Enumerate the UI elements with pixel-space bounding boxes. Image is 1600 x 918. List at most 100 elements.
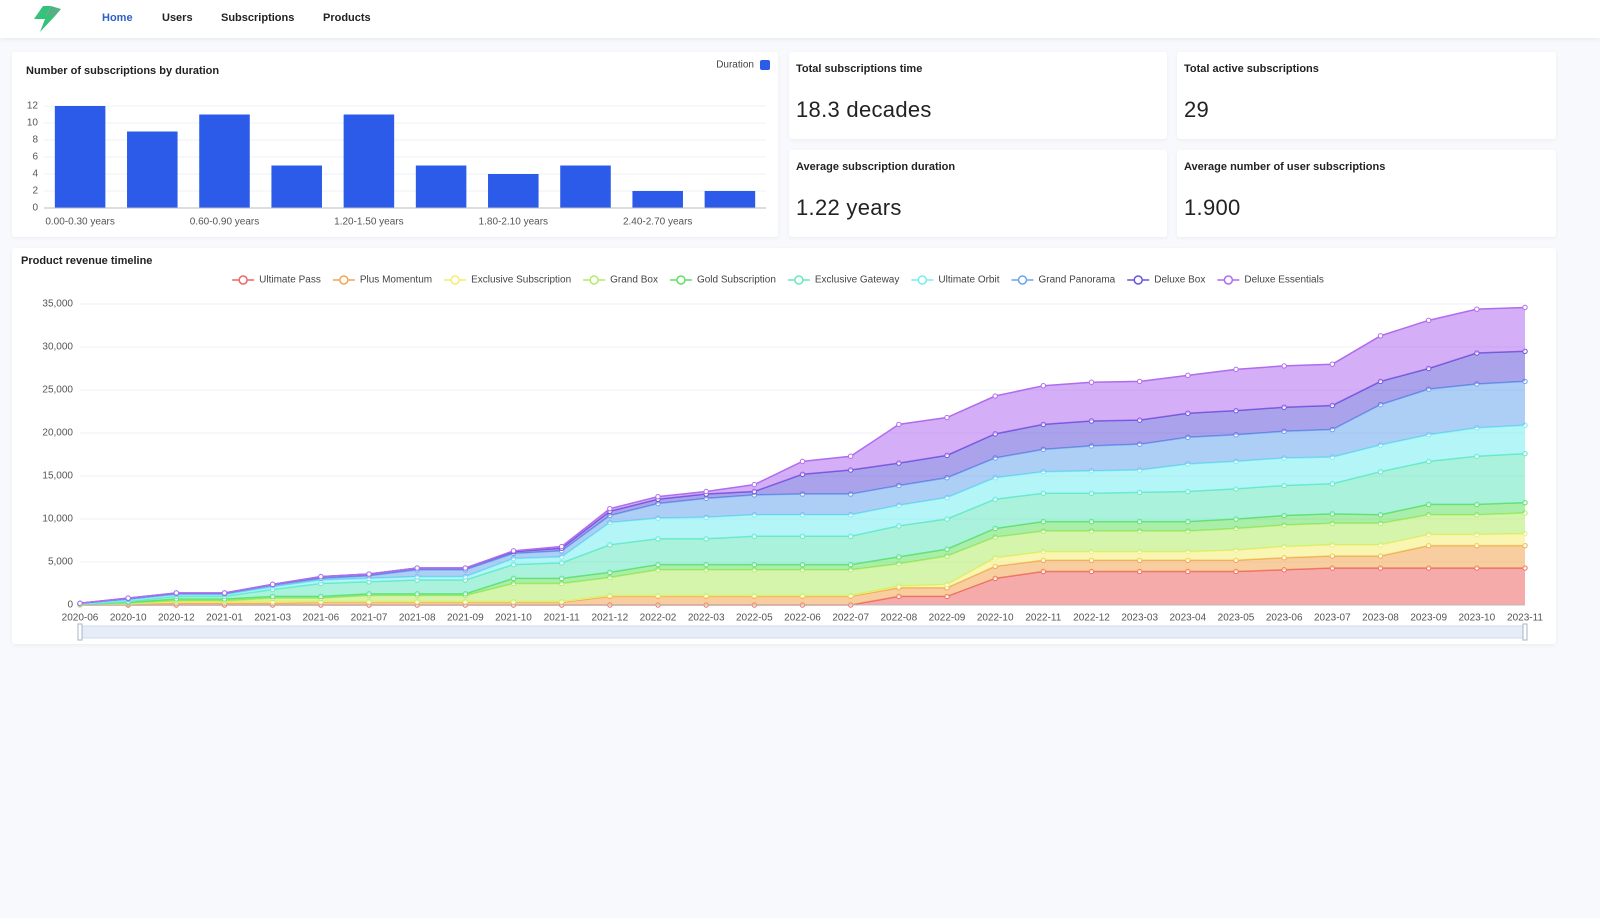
point: [1088, 379, 1095, 385]
bar: [54, 106, 106, 208]
nav-link[interactable]: Products: [323, 12, 371, 24]
x-tick-label: 2023-10: [1458, 613, 1495, 624]
legend-dot: [589, 275, 599, 285]
x-tick-label: 2022-10: [977, 613, 1014, 624]
legend-label: Deluxe Essentials: [1244, 275, 1323, 286]
point: [173, 590, 180, 596]
stat-card: Average number of user subscriptions 1.9…: [1177, 150, 1556, 237]
legend-label: Grand Box: [610, 275, 658, 286]
point: [414, 565, 420, 571]
area-fill: [80, 307, 1525, 604]
x-tick-label: 2021-11: [544, 613, 580, 624]
x-tick-label: 2023-08: [1362, 613, 1399, 624]
stat-card: Average subscription duration 1.22 years: [789, 150, 1167, 237]
x-tick-label: 2022-06: [784, 613, 821, 624]
x-tick-label: 2021-07: [351, 613, 388, 624]
stat-label: Total active subscriptions: [1184, 63, 1319, 75]
x-tick-label: 1.80-2.10 years: [479, 217, 549, 228]
y-tick-label: 10,000: [42, 514, 73, 525]
y-tick-label: 15,000: [42, 471, 73, 482]
x-tick-label: 2022-09: [929, 613, 966, 624]
y-tick-label: 2: [32, 186, 38, 197]
legend-label: Plus Momentum: [360, 275, 432, 286]
legend-dot: [1017, 275, 1028, 285]
x-tick-label: 2021-08: [399, 613, 436, 624]
x-tick-label: 2020-12: [158, 613, 195, 624]
point: [558, 543, 565, 550]
stat-card: Total active subscriptions 29: [1177, 52, 1556, 139]
stat-value: 18.3 decades: [796, 97, 932, 122]
x-tick-label: 2021-10: [495, 613, 532, 624]
point: [366, 571, 372, 577]
legend-label: Grand Panorama: [1039, 275, 1116, 286]
nav-link[interactable]: Subscriptions: [221, 12, 295, 24]
legend-label: Exclusive Subscription: [471, 275, 571, 286]
logo[interactable]: [33, 5, 63, 33]
stat-label: Average subscription duration: [796, 161, 956, 173]
point: [1522, 304, 1528, 311]
x-tick-label: 2020-06: [62, 613, 99, 624]
y-tick-label: 5,000: [48, 557, 73, 568]
bar-card: Number of subscriptions by duration 0 2 4 6 8…: [12, 52, 778, 237]
y-tick-label: 20,000: [42, 428, 73, 439]
legend-dot: [1133, 275, 1143, 285]
x-tick-label: 2022-02: [640, 613, 677, 624]
x-tick-label: 2022-12: [1073, 613, 1110, 624]
legend-dot: [676, 275, 686, 285]
point: [510, 548, 517, 554]
bar: [415, 165, 467, 208]
x-tick-label: 2023-09: [1410, 613, 1447, 624]
x-tick-label: 0.00-0.30 years: [45, 217, 115, 228]
bar: [632, 191, 683, 208]
bar: [488, 174, 539, 208]
legend-dot: [450, 275, 460, 285]
legend-swatch: [760, 60, 770, 70]
zoom-handle: [77, 623, 83, 641]
stat-label: Average number of user subscriptions: [1184, 161, 1386, 173]
chart-title: Product revenue timeline: [21, 255, 152, 267]
nav-link[interactable]: Users: [162, 12, 193, 24]
x-tick-label: 0.60-0.90 years: [190, 217, 260, 228]
point: [1425, 317, 1432, 324]
point: [607, 505, 613, 512]
x-tick-label: 2021-03: [254, 613, 291, 624]
y-tick-label: 0: [32, 203, 38, 214]
area-fill: [80, 568, 1525, 605]
x-tick-label: 2023-11: [1507, 613, 1543, 624]
point: [1281, 363, 1287, 369]
nav-link[interactable]: Home: [102, 12, 133, 24]
x-tick-label: 2021-01: [206, 613, 243, 624]
legend: Ultimate Pass Plus Momentum Exclusive Subs…: [232, 275, 1324, 286]
legend-dot: [339, 275, 349, 285]
x-tick-label: 2022-11: [1025, 613, 1061, 624]
zoom-handle: [1522, 623, 1528, 641]
legend-dot: [917, 275, 928, 285]
area-chart: Product revenue timeline 0 5,000 10,000 15,0…: [21, 255, 1543, 641]
areas: [77, 304, 1528, 608]
point: [318, 573, 324, 580]
legend-label: Deluxe Box: [1154, 275, 1205, 286]
x-tick-label: 2023-05: [1218, 613, 1255, 624]
legend-dot: [1223, 275, 1234, 285]
point: [1040, 383, 1047, 389]
chart-title: Number of subscriptions by duration: [26, 65, 219, 77]
stat-label: Total subscriptions time: [796, 63, 923, 75]
x-tick-label: 2022-03: [688, 613, 725, 624]
bar: [271, 165, 322, 208]
point: [944, 414, 950, 421]
y-tick-label: 12: [27, 101, 39, 112]
stat-value: 1.22 years: [796, 195, 902, 220]
x-tick-label: 2022-05: [736, 613, 773, 624]
point: [655, 493, 661, 500]
legend-dot: [238, 275, 248, 285]
bar: [127, 131, 178, 208]
legend-label: Duration: [716, 60, 754, 71]
x-tick-label: 2023-06: [1266, 613, 1303, 624]
area-fill: [80, 351, 1525, 604]
point: [1474, 306, 1480, 312]
x-tick-label: 2023-07: [1314, 613, 1351, 624]
point: [1233, 366, 1239, 373]
bar: [199, 114, 250, 208]
